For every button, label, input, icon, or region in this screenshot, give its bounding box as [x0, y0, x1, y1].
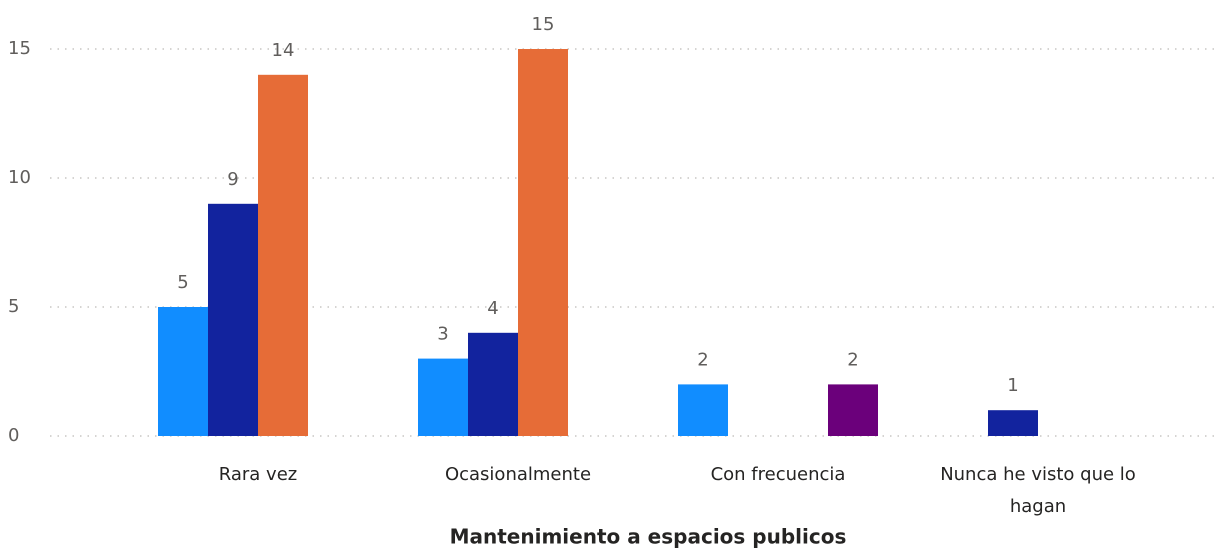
value-label: 4	[487, 298, 498, 319]
x-tick-label: Rara vez	[219, 464, 297, 485]
value-label: 2	[847, 349, 858, 370]
y-tick-label: 5	[8, 296, 19, 317]
y-tick-label: 0	[8, 425, 19, 446]
bar	[468, 332, 518, 436]
value-label: 3	[437, 324, 448, 345]
x-axis-title: Mantenimiento a espacios publicos	[450, 525, 847, 549]
bar	[678, 384, 728, 436]
value-label: 9	[227, 169, 238, 190]
value-label: 1	[1007, 375, 1018, 396]
x-tick-label: Con frecuencia	[711, 464, 846, 485]
value-label: 5	[177, 272, 188, 293]
value-label: 14	[272, 40, 295, 61]
bar	[988, 410, 1038, 436]
bar	[418, 358, 468, 436]
value-label: 15	[532, 14, 555, 35]
x-tick-label: Ocasionalmente	[445, 464, 591, 485]
x-tick-label: Nunca he visto que lo hagan	[940, 464, 1136, 517]
y-tick-label: 15	[8, 38, 31, 59]
bar	[158, 307, 208, 436]
y-tick-label: 10	[8, 167, 31, 188]
bar	[518, 49, 568, 436]
bar	[828, 384, 878, 436]
bar	[258, 74, 308, 437]
bar	[208, 203, 258, 436]
value-label: 2	[697, 349, 708, 370]
